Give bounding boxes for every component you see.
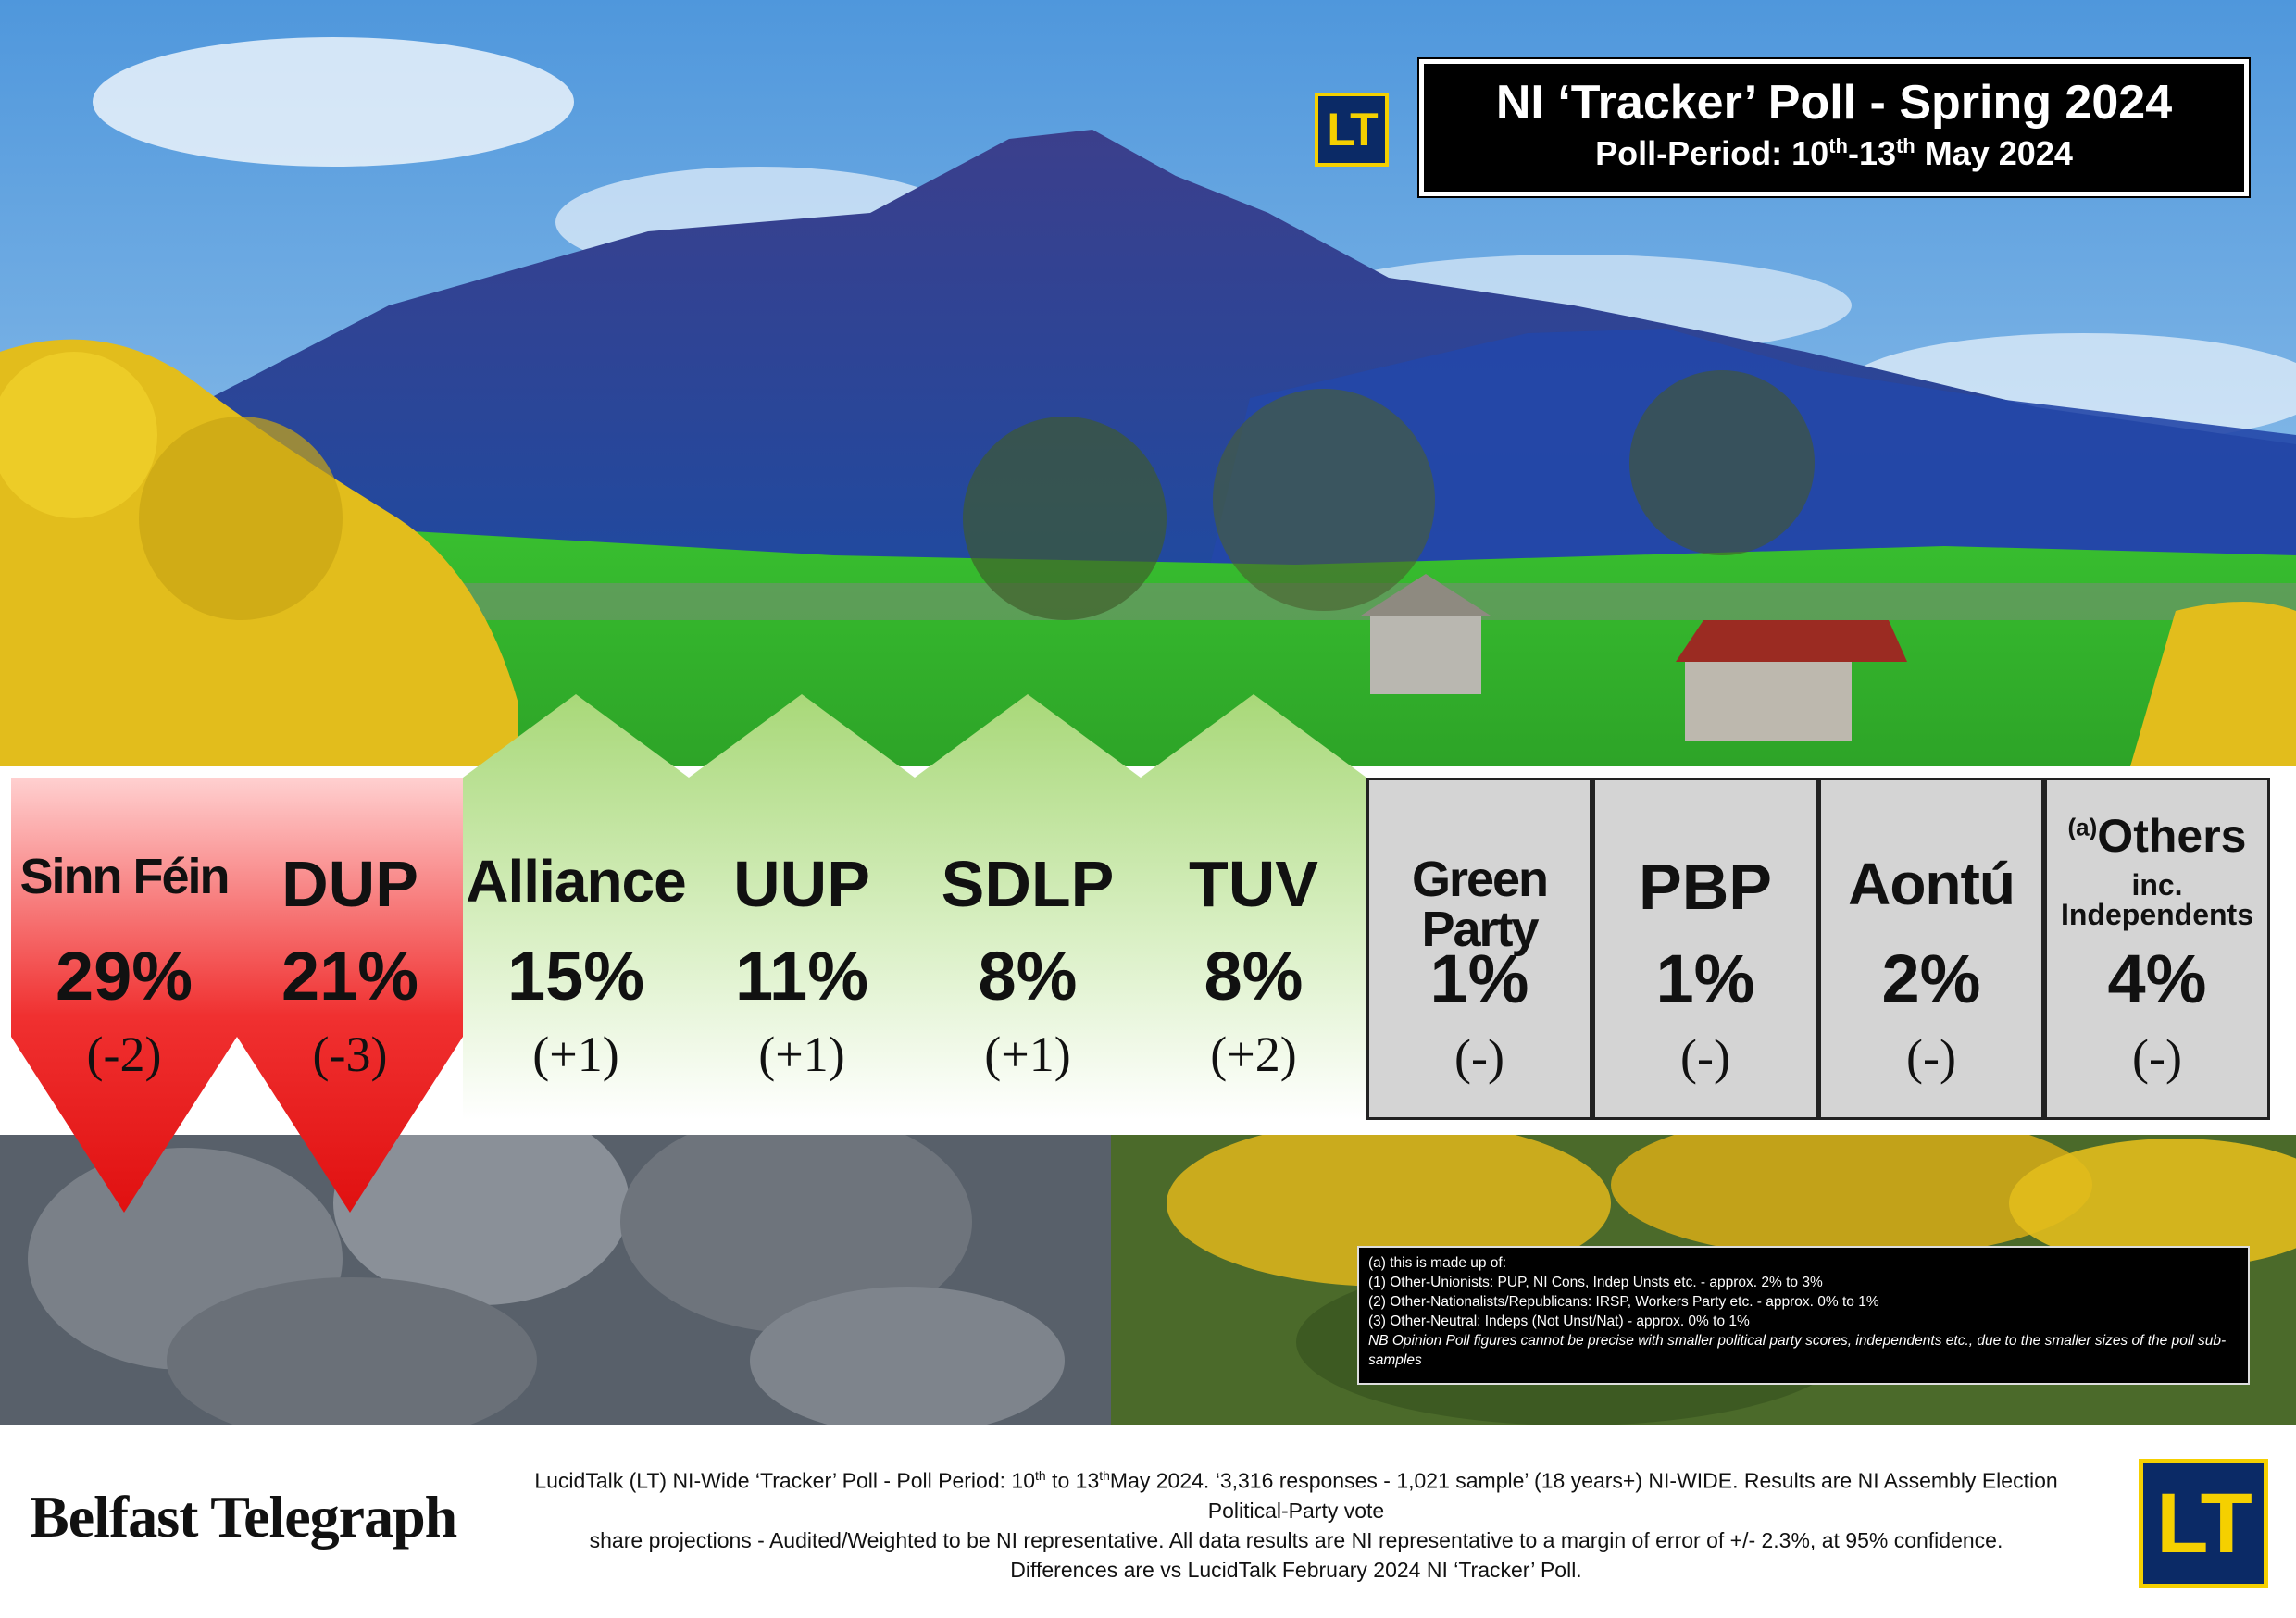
poll-title: NI ‘Tracker’ Poll - Spring 2024 <box>1495 76 2173 130</box>
party-vote-share: 8% <box>978 938 1078 1014</box>
party-name: Aontú <box>1848 851 2015 917</box>
party-vote-change: (-3) <box>312 1027 388 1082</box>
party-vote-share: 1% <box>1429 940 1529 1017</box>
footnote-line: (1) Other-Unionists: PUP, NI Cons, Indep… <box>1368 1275 1823 1290</box>
party-vote-share: 21% <box>281 938 419 1014</box>
lucidtalk-logo-text: LT <box>2156 1475 2252 1571</box>
party-vote-change: (-) <box>1454 1029 1504 1085</box>
party-vote-share: 29% <box>55 938 193 1014</box>
methodology-line-1: LucidTalk (LT) NI-Wide ‘Tracker’ Poll - … <box>534 1468 2058 1523</box>
party-vote-change: (-) <box>2132 1029 2182 1085</box>
party-vote-change: (-) <box>1680 1029 1730 1085</box>
background-landscape-photo <box>0 0 2296 1425</box>
party-vote-change: (+1) <box>532 1027 619 1082</box>
footnote-nb: NB Opinion Poll figures cannot be precis… <box>1368 1333 2227 1368</box>
methodology-line-3: Differences are vs LucidTalk February 20… <box>1010 1557 1582 1582</box>
party-name: (a)Others inc. Independents <box>2047 813 2267 929</box>
party-name-main: Others <box>2097 810 2247 862</box>
others-footnote-box: (a) this is made up of: (1) Other-Unioni… <box>1357 1246 2250 1385</box>
party-name: DUP <box>281 848 418 920</box>
party-vote-share: 11% <box>734 938 869 1014</box>
methodology-line-2: share projections - Audited/Weighted to … <box>589 1527 2003 1552</box>
footer: Belfast Telegraph LucidTalk (LT) NI-Wide… <box>0 1425 2296 1618</box>
party-column-aont-: Aontú 2% (-) <box>1818 778 2044 1120</box>
party-column-tuv: TUV 8% (+2) <box>1141 694 1366 1120</box>
party-name: Green Party <box>1411 852 1549 957</box>
party-name: Sinn Féin <box>19 849 231 904</box>
party-name: PBP <box>1639 851 1772 923</box>
party-name: TUV <box>1189 848 1318 920</box>
footnote-line: (3) Other-Neutral: Indeps (Not Unst/Nat)… <box>1368 1313 1750 1329</box>
methodology-note: LucidTalk (LT) NI-Wide ‘Tracker’ Poll - … <box>518 1461 2074 1585</box>
belfast-telegraph-logo: Belfast Telegraph <box>30 1484 457 1550</box>
lucidtalk-logo-icon: LT <box>1315 93 1389 167</box>
party-vote-share: 15% <box>506 938 645 1014</box>
party-name: UUP <box>733 848 870 920</box>
party-name-footnote-marker: (a) <box>2067 813 2098 841</box>
party-column-sdlp: SDLP 8% (+1) <box>915 694 1141 1120</box>
party-vote-share: 2% <box>1881 940 1981 1017</box>
party-vote-share: 8% <box>1204 938 1304 1014</box>
party-vote-change: (+2) <box>1210 1027 1297 1082</box>
party-vote-change: (+1) <box>758 1027 845 1082</box>
party-name-subtitle: inc. Independents <box>2060 868 2253 931</box>
footnote-line: (a) this is made up of: <box>1368 1255 1507 1271</box>
footnote-line: (2) Other-Nationalists/Republicans: IRSP… <box>1368 1294 1879 1310</box>
lucidtalk-logo-text: LT <box>1327 104 1378 156</box>
party-column-green-party: Green Party 1% (-) <box>1366 778 1592 1120</box>
party-vote-change: (+1) <box>984 1027 1071 1082</box>
party-column-pbp: PBP 1% (-) <box>1592 778 1818 1120</box>
party-vote-share: 1% <box>1655 940 1755 1017</box>
party-name: Alliance <box>466 848 686 915</box>
lucidtalk-logo-icon: LT <box>2139 1459 2268 1588</box>
party-column-alliance: Alliance 15% (+1) <box>463 694 689 1120</box>
party-column-others: (a)Others inc. Independents 4% (-) <box>2044 778 2270 1120</box>
party-name: SDLP <box>941 848 1115 920</box>
party-vote-change: (-) <box>1906 1029 1956 1085</box>
party-column-uup: UUP 11% (+1) <box>689 694 915 1120</box>
party-vote-change: (-2) <box>86 1027 162 1082</box>
party-vote-share: 4% <box>2107 940 2207 1017</box>
poll-period: Poll-Period: 10th-13th May 2024 <box>1595 134 2073 172</box>
poll-title-box: NI ‘Tracker’ Poll - Spring 2024 Poll-Per… <box>1417 57 2251 198</box>
